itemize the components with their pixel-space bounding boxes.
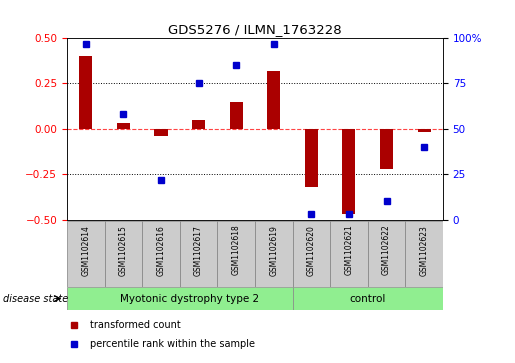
Bar: [154, 129, 167, 136]
Text: transformed count: transformed count: [90, 320, 180, 330]
Text: GSM1102618: GSM1102618: [232, 225, 241, 276]
Bar: [67, 287, 293, 310]
Bar: [79, 56, 92, 129]
Bar: [293, 287, 443, 310]
Bar: [67, 221, 105, 287]
Text: percentile rank within the sample: percentile rank within the sample: [90, 339, 254, 350]
Text: GSM1102617: GSM1102617: [194, 225, 203, 276]
Bar: [368, 221, 405, 287]
Text: GSM1102614: GSM1102614: [81, 225, 90, 276]
Title: GDS5276 / ILMN_1763228: GDS5276 / ILMN_1763228: [168, 23, 342, 36]
Text: GSM1102622: GSM1102622: [382, 225, 391, 276]
Text: GSM1102620: GSM1102620: [307, 225, 316, 276]
Bar: [380, 129, 393, 169]
Text: GSM1102619: GSM1102619: [269, 225, 278, 276]
Text: GSM1102615: GSM1102615: [119, 225, 128, 276]
Text: control: control: [350, 294, 386, 303]
Bar: [192, 120, 205, 129]
Bar: [330, 221, 368, 287]
Text: GSM1102623: GSM1102623: [420, 225, 428, 276]
Bar: [217, 221, 255, 287]
Text: GSM1102616: GSM1102616: [157, 225, 165, 276]
Text: disease state: disease state: [3, 294, 68, 303]
Bar: [267, 71, 280, 129]
Bar: [418, 129, 431, 132]
Text: Myotonic dystrophy type 2: Myotonic dystrophy type 2: [119, 294, 259, 303]
Bar: [230, 102, 243, 129]
Text: GSM1102621: GSM1102621: [345, 225, 353, 276]
Bar: [180, 221, 217, 287]
Bar: [142, 221, 180, 287]
Bar: [405, 221, 443, 287]
Bar: [293, 221, 330, 287]
Bar: [105, 221, 142, 287]
Bar: [117, 123, 130, 129]
Bar: [255, 221, 293, 287]
Bar: [342, 129, 355, 214]
Bar: [305, 129, 318, 187]
